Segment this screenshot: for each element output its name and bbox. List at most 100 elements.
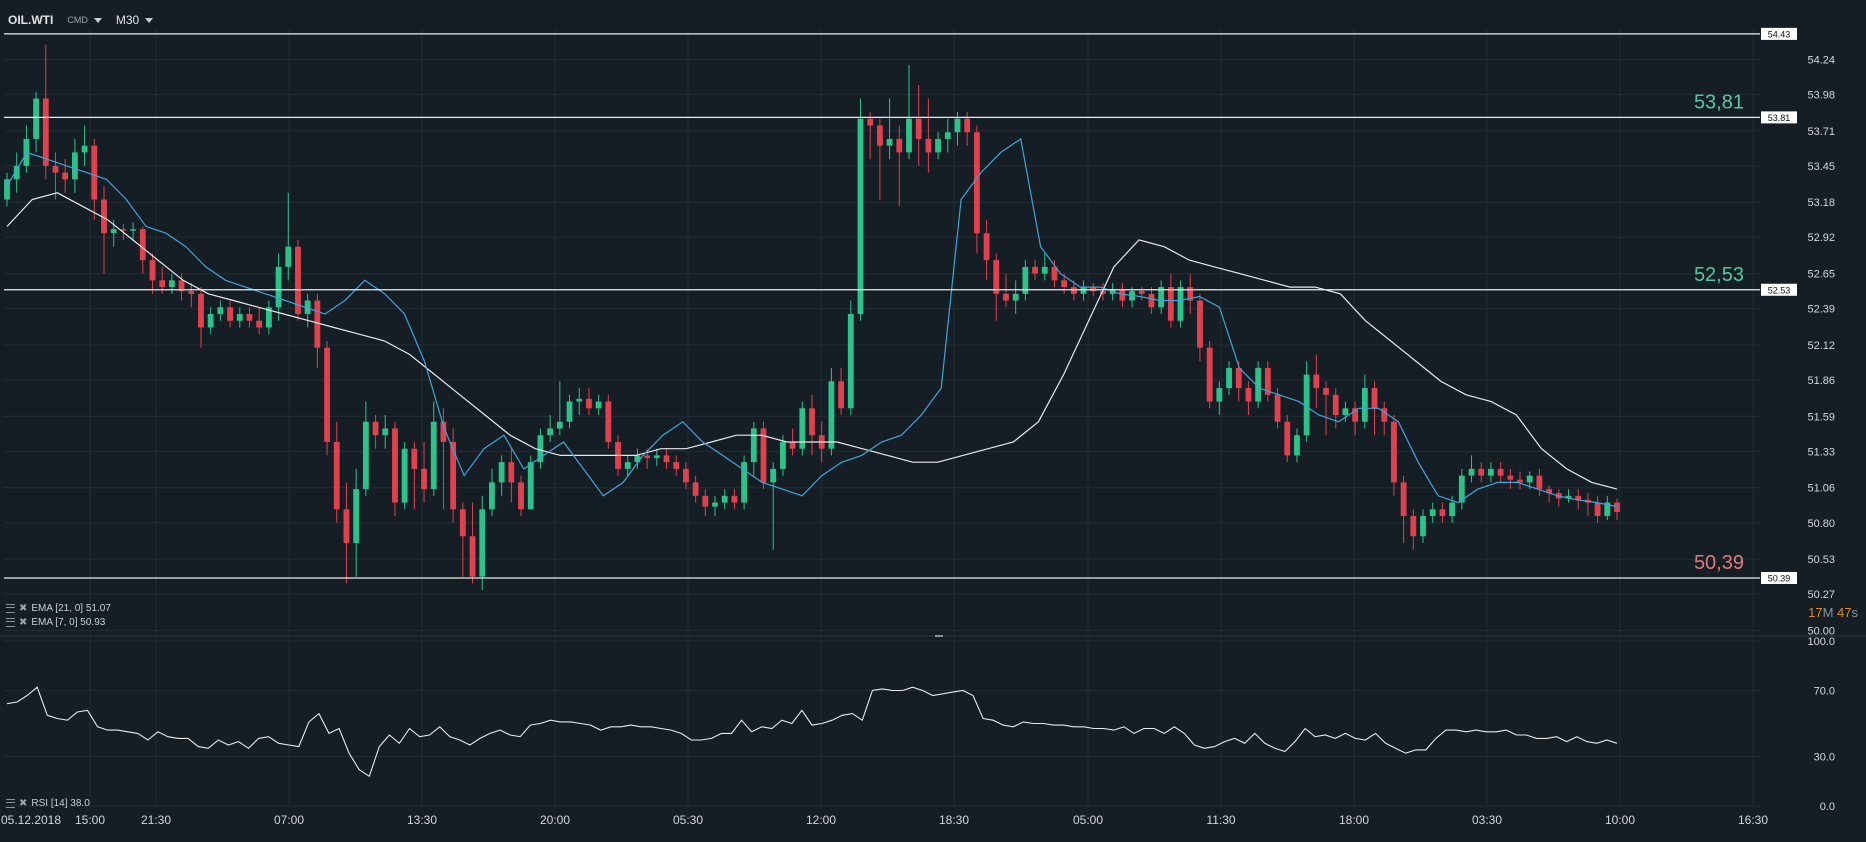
countdown-minutes-unit: M xyxy=(1822,605,1834,620)
candle xyxy=(692,475,699,503)
candle-body xyxy=(1429,509,1436,517)
candle xyxy=(1468,455,1475,483)
candle-body xyxy=(518,482,524,510)
candle-body xyxy=(1478,468,1485,476)
candle xyxy=(547,415,554,442)
symbol-label[interactable]: OIL.WTI xyxy=(8,13,54,27)
price-tick-label: 51.59 xyxy=(1807,411,1835,423)
price-tick-label: 52.92 xyxy=(1807,232,1835,244)
candle xyxy=(876,118,883,200)
candle-body xyxy=(1352,408,1359,422)
candle-body xyxy=(1090,287,1097,292)
candle xyxy=(673,455,680,476)
candle xyxy=(450,428,457,523)
close-icon[interactable]: ✖ xyxy=(19,603,28,614)
candle-body xyxy=(1614,502,1620,512)
candle xyxy=(295,239,301,321)
indicator-rsi[interactable]: ✖ RSI [14] 38.0 xyxy=(6,798,90,809)
candle xyxy=(4,172,10,207)
candle-body xyxy=(1003,293,1009,301)
chart-toolbar: OIL.WTI CMD M30 xyxy=(8,10,154,30)
candle-body xyxy=(62,172,69,180)
candle xyxy=(838,367,845,416)
candle xyxy=(421,441,427,503)
time-tick-label: 20:00 xyxy=(540,813,570,827)
candle-body xyxy=(1507,475,1514,480)
candle-body xyxy=(91,145,98,200)
candle xyxy=(324,340,330,456)
candle xyxy=(362,401,369,496)
settings-icon[interactable] xyxy=(6,618,15,627)
chevron-down-icon[interactable] xyxy=(145,17,154,23)
candle xyxy=(1197,293,1203,362)
candle-body xyxy=(1536,475,1543,490)
candle xyxy=(1546,485,1553,503)
candle xyxy=(1381,401,1388,436)
candle-body xyxy=(450,441,457,510)
close-icon[interactable]: ✖ xyxy=(19,617,28,628)
rsi-line xyxy=(6,686,1618,778)
time-tick-label: 15:00 xyxy=(75,813,105,827)
candle xyxy=(91,138,98,220)
indicator-ema7[interactable]: ✖ EMA [7, 0] 50.93 xyxy=(6,617,105,628)
candle xyxy=(353,468,360,577)
candle xyxy=(731,489,738,510)
candle xyxy=(265,300,272,335)
candle xyxy=(101,186,107,274)
candle-body xyxy=(954,118,961,133)
candle-body xyxy=(1167,287,1174,321)
candle-body xyxy=(876,125,883,146)
candle xyxy=(828,367,835,456)
candle-body xyxy=(1206,347,1213,402)
instrument-type[interactable]: CMD xyxy=(67,15,102,25)
candle-body xyxy=(459,509,466,537)
candle-body xyxy=(683,468,689,483)
candle xyxy=(1361,374,1368,429)
candle xyxy=(1158,280,1165,315)
settings-icon[interactable] xyxy=(6,799,15,808)
candle xyxy=(1420,509,1426,543)
candle xyxy=(401,441,408,510)
candle-body xyxy=(906,118,912,153)
price-tick-label: 53.45 xyxy=(1807,161,1835,173)
close-icon[interactable]: ✖ xyxy=(19,798,28,809)
candle-body xyxy=(353,489,360,543)
candle xyxy=(1051,260,1058,288)
candle xyxy=(605,394,612,449)
timeframe-select[interactable]: M30 xyxy=(116,13,154,27)
candle xyxy=(1148,287,1155,315)
candle-body xyxy=(556,421,563,429)
candle-body xyxy=(1061,280,1068,288)
candle-body xyxy=(217,307,224,315)
candle xyxy=(1497,462,1504,483)
candle xyxy=(33,91,40,153)
candle-body xyxy=(838,381,845,409)
candle-body xyxy=(595,401,602,409)
level-price-label: 50,39 xyxy=(1694,552,1744,574)
indicator-ema21[interactable]: ✖ EMA [21, 0] 51.07 xyxy=(6,603,111,614)
candle-body xyxy=(1187,287,1194,301)
candle-body xyxy=(779,441,786,469)
candle xyxy=(925,98,932,173)
candle xyxy=(779,435,786,476)
candle-body xyxy=(295,246,301,315)
candle xyxy=(178,273,185,301)
candle xyxy=(1614,498,1620,521)
pane-resize-handle[interactable] xyxy=(935,635,943,637)
candle xyxy=(1352,401,1359,436)
candle-body xyxy=(1041,266,1048,274)
chevron-down-icon[interactable] xyxy=(93,17,102,23)
rsi-tick-label: 0.0 xyxy=(1820,801,1835,813)
candle xyxy=(149,253,156,294)
candle xyxy=(81,125,88,166)
indicator-rsi-label: RSI [14] 38.0 xyxy=(31,798,90,809)
time-tick-label: 18:30 xyxy=(939,813,969,827)
candle-body xyxy=(663,455,670,463)
settings-icon[interactable] xyxy=(6,604,15,613)
level-axis-label: 54.43 xyxy=(1768,29,1791,39)
candle-body xyxy=(198,293,204,328)
candle xyxy=(1061,273,1068,294)
candle xyxy=(944,118,951,153)
